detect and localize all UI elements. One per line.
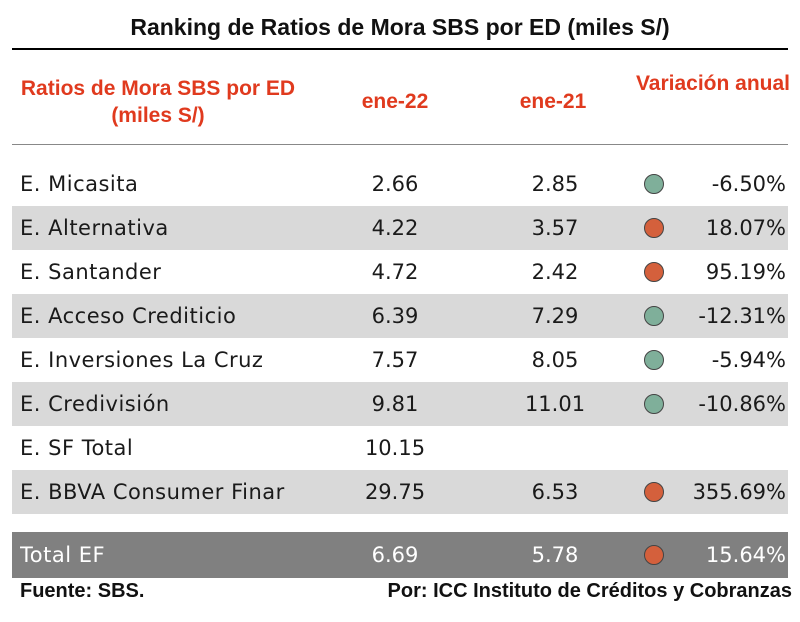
- row-variation: -10.86%: [698, 392, 786, 416]
- row-variation: 95.19%: [705, 260, 786, 284]
- table-row: E. Credivisión 9.81 11.01 -10.86%: [12, 382, 788, 426]
- row-variation: 355.69%: [692, 480, 786, 504]
- table-row: E. BBVA Consumer Finar 29.75 6.53 355.69…: [12, 470, 788, 514]
- title-divider: [12, 48, 788, 50]
- total-row: Total EF 6.69 5.78 15.64%: [12, 532, 788, 578]
- total-name: Total EF: [20, 543, 106, 567]
- row-name: E. Santander: [20, 260, 162, 284]
- row-name: E. Alternativa: [20, 216, 169, 240]
- row-name: E. SF Total: [20, 436, 134, 460]
- row-value-ene-21: 8.05: [531, 348, 579, 372]
- row-variation: -6.50%: [711, 172, 786, 196]
- row-value-ene-21: 2.85: [531, 172, 579, 196]
- row-value-ene-22: 4.22: [371, 216, 419, 240]
- table-row: E. Acceso Crediticio 6.39 7.29 -12.31%: [12, 294, 788, 338]
- status-dot-icon: [644, 306, 664, 326]
- row-variation: 18.07%: [705, 216, 786, 240]
- row-variation: -5.94%: [711, 348, 786, 372]
- row-value-ene-21: 7.29: [531, 304, 579, 328]
- row-variation: -12.31%: [698, 304, 786, 328]
- table-row: E. Inversiones La Cruz 7.57 8.05 -5.94%: [12, 338, 788, 382]
- status-dot-icon: [644, 545, 664, 565]
- status-dot-icon: [644, 262, 664, 282]
- status-dot-icon: [644, 394, 664, 414]
- header-name: Ratios de Mora SBS por ED (miles S/): [20, 77, 296, 127]
- row-name: E. Credivisión: [20, 392, 170, 416]
- row-value-ene-21: 2.42: [531, 260, 579, 284]
- row-name: E. BBVA Consumer Finar: [20, 480, 285, 504]
- row-value-ene-21: 3.57: [531, 216, 579, 240]
- status-dot-icon: [644, 482, 664, 502]
- row-value-ene-22: 29.75: [364, 480, 426, 504]
- total-value-ene-21: 5.78: [531, 543, 579, 567]
- header-ene-22: ene-22: [361, 90, 429, 113]
- header-ene-21: ene-21: [519, 90, 587, 113]
- table-row: E. Santander 4.72 2.42 95.19%: [12, 250, 788, 294]
- row-value-ene-22: 9.81: [371, 392, 419, 416]
- credit-note: Por: ICC Instituto de Créditos y Cobranz…: [387, 580, 792, 602]
- table-row: E. SF Total 10.15: [12, 426, 788, 470]
- total-variation: 15.64%: [705, 543, 786, 567]
- row-value-ene-22: 6.39: [371, 304, 419, 328]
- table-row: E. Alternativa 4.22 3.57 18.07%: [12, 206, 788, 250]
- row-name: E. Acceso Crediticio: [20, 304, 237, 328]
- header-variation: Variación anual: [635, 72, 791, 95]
- total-value-ene-22: 6.69: [371, 543, 419, 567]
- status-dot-icon: [644, 350, 664, 370]
- source-note: Fuente: SBS.: [20, 580, 145, 602]
- ratio-table: E. Micasita 2.66 2.85 -6.50% E. Alternat…: [12, 162, 788, 578]
- table-title: Ranking de Ratios de Mora SBS por ED (mi…: [130, 14, 670, 40]
- row-value-ene-22: 4.72: [371, 260, 419, 284]
- row-value-ene-21: 11.01: [524, 392, 586, 416]
- status-dot-icon: [644, 174, 664, 194]
- row-name: E. Micasita: [20, 172, 139, 196]
- row-value-ene-22: 2.66: [371, 172, 419, 196]
- header-divider: [12, 144, 788, 145]
- row-value-ene-22: 7.57: [371, 348, 419, 372]
- status-dot-icon: [644, 218, 664, 238]
- table-row: E. Micasita 2.66 2.85 -6.50%: [12, 162, 788, 206]
- row-name: E. Inversiones La Cruz: [20, 348, 264, 372]
- row-value-ene-22: 10.15: [364, 436, 426, 460]
- row-value-ene-21: 6.53: [531, 480, 579, 504]
